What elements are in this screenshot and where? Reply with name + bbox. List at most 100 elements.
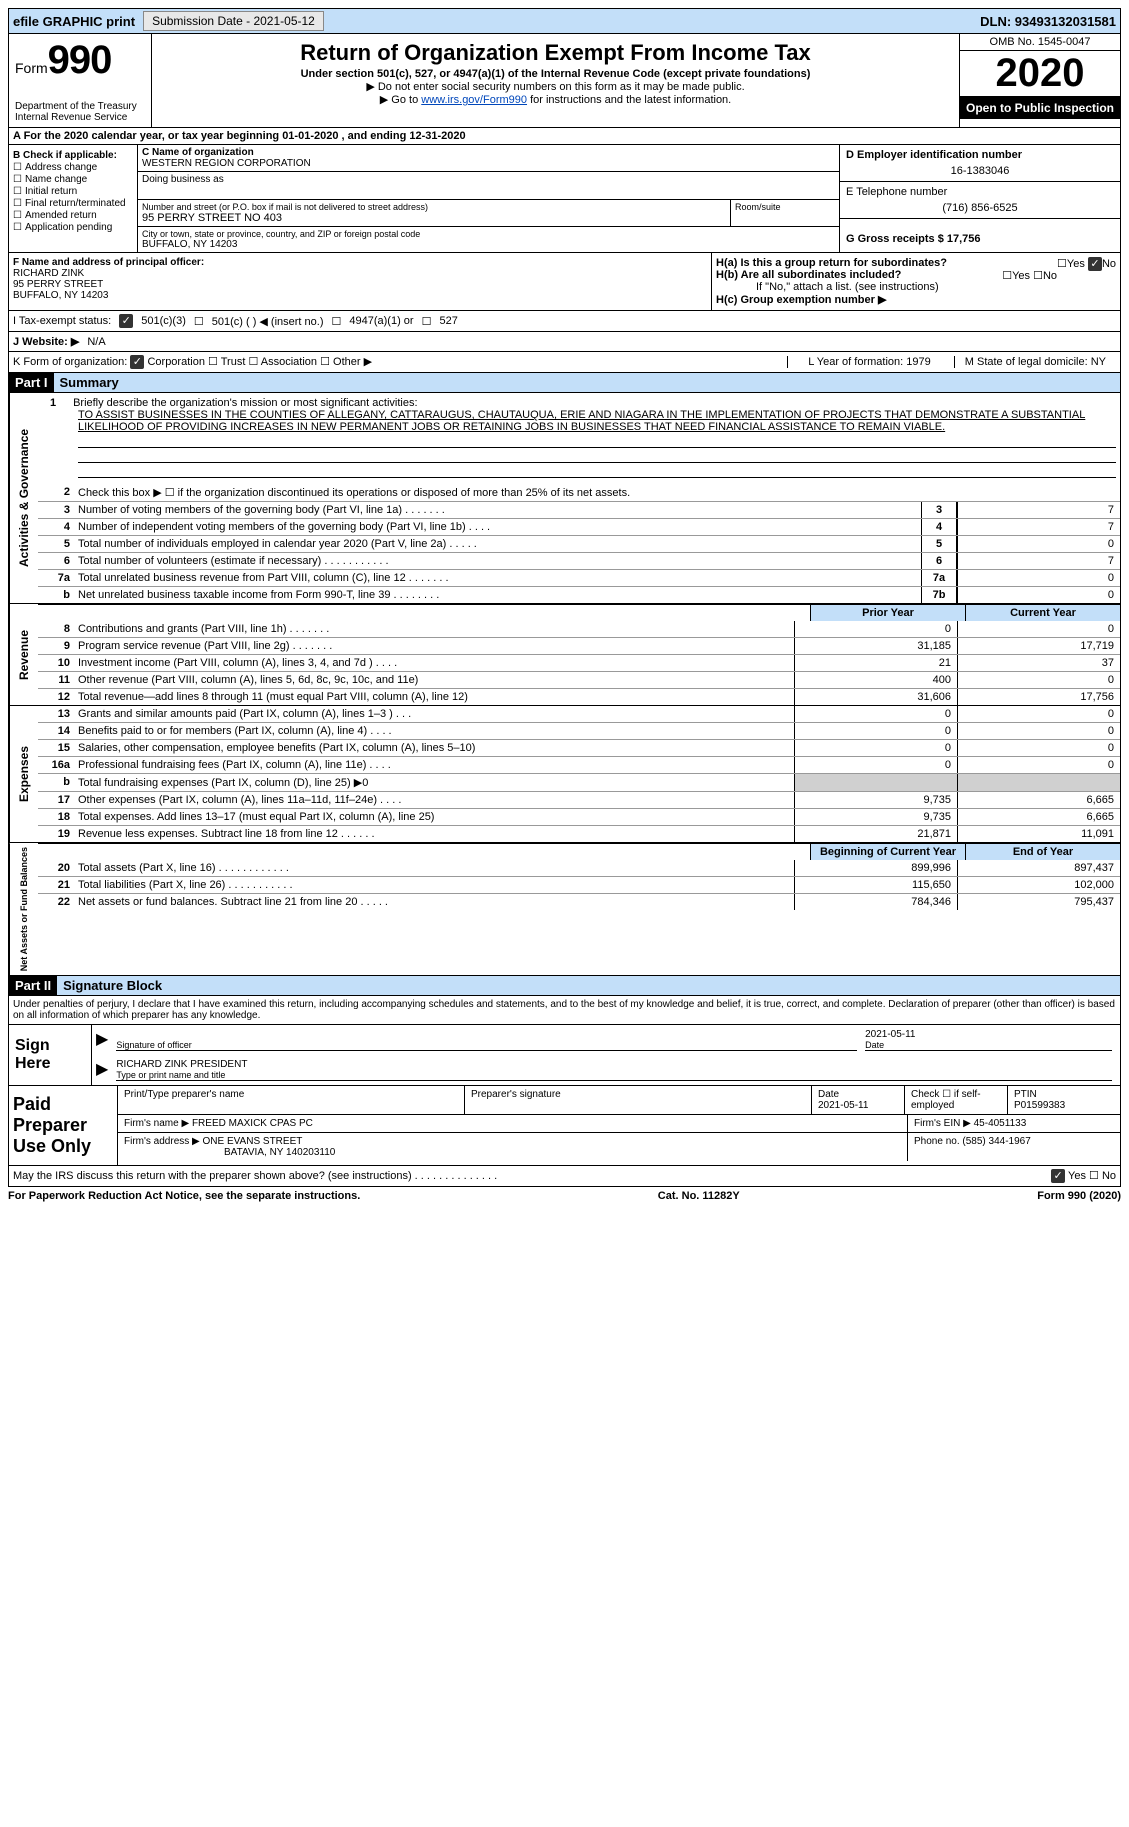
net-py-hdr: Beginning of Current Year	[810, 844, 965, 860]
part1-header: Part I Summary	[8, 373, 1121, 393]
table-row: 15Salaries, other compensation, employee…	[38, 739, 1120, 756]
goto-pre: ▶ Go to	[380, 94, 421, 106]
prep-date-val: 2021-05-11	[818, 1100, 868, 1111]
table-row: bNet unrelated business taxable income f…	[38, 586, 1120, 603]
dln-label: DLN: 93493132031581	[980, 14, 1116, 29]
irs-link[interactable]: www.irs.gov/Form990	[421, 94, 527, 106]
line1-label: Briefly describe the organization's miss…	[73, 397, 417, 409]
ein-value: 16-1383046	[846, 161, 1114, 177]
tax-year: 2020	[960, 51, 1120, 97]
submission-date-button[interactable]: Submission Date - 2021-05-12	[143, 11, 324, 31]
table-row: 5Total number of individuals employed in…	[38, 535, 1120, 552]
ha-no: No	[1102, 258, 1116, 270]
chk-address[interactable]: Address change	[13, 162, 133, 173]
firm-name: FREED MAXICK CPAS PC	[192, 1118, 313, 1129]
k-check: ✓	[130, 355, 144, 369]
prep-h2: Preparer's signature	[465, 1086, 812, 1114]
efile-label: efile GRAPHIC print	[13, 14, 135, 29]
ptin-val: P01599383	[1014, 1100, 1065, 1111]
chk-amended[interactable]: Amended return	[13, 210, 133, 221]
firm-addr1: ONE EVANS STREET	[203, 1136, 303, 1147]
rev-vlabel: Revenue	[9, 604, 38, 705]
discuss-yes: Yes	[1068, 1170, 1086, 1182]
ha-yes: Yes	[1067, 258, 1085, 270]
form-subtitle: Under section 501(c), 527, or 4947(a)(1)…	[158, 68, 953, 80]
rev-cy-hdr: Current Year	[965, 605, 1120, 621]
chk-pending[interactable]: Application pending	[13, 222, 133, 233]
k-label: K Form of organization:	[13, 356, 127, 368]
table-row: 4Number of independent voting members of…	[38, 518, 1120, 535]
prep-phone-label: Phone no.	[914, 1136, 960, 1147]
entity-block: B Check if applicable: Address change Na…	[8, 145, 1121, 253]
table-row: 17Other expenses (Part IX, column (A), l…	[38, 791, 1120, 808]
table-row: 11Other revenue (Part VIII, column (A), …	[38, 671, 1120, 688]
firm-ein-label: Firm's EIN ▶	[914, 1118, 971, 1129]
prep-h1: Print/Type preparer's name	[118, 1086, 465, 1114]
ha-label: H(a) Is this a group return for subordin…	[716, 257, 947, 269]
website-value: N/A	[87, 336, 105, 348]
table-row: 18Total expenses. Add lines 13–17 (must …	[38, 808, 1120, 825]
part2-title: Signature Block	[57, 976, 1120, 995]
officer-street: 95 PERRY STREET	[13, 279, 707, 290]
dept-label: Department of the Treasury Internal Reve…	[15, 101, 145, 123]
net-vlabel: Net Assets or Fund Balances	[9, 843, 38, 975]
exp-vlabel: Expenses	[9, 706, 38, 842]
foot-mid: Cat. No. 11282Y	[658, 1190, 740, 1202]
line1-num: 1	[50, 397, 70, 409]
l-year: L Year of formation: 1979	[787, 356, 951, 368]
form-label: Form	[15, 60, 48, 76]
discuss-row: May the IRS discuss this return with the…	[8, 1166, 1121, 1187]
table-row: 20Total assets (Part X, line 16) . . . .…	[38, 860, 1120, 876]
table-row: 3Number of voting members of the governi…	[38, 501, 1120, 518]
table-row: 21Total liabilities (Part X, line 26) . …	[38, 876, 1120, 893]
omb-number: OMB No. 1545-0047	[960, 34, 1120, 51]
chk-final[interactable]: Final return/terminated	[13, 198, 133, 209]
table-row: 6Total number of volunteers (estimate if…	[38, 552, 1120, 569]
perjury-statement: Under penalties of perjury, I declare th…	[8, 996, 1121, 1025]
discuss-no: No	[1102, 1170, 1116, 1182]
table-row: 9Program service revenue (Part VIII, lin…	[38, 637, 1120, 654]
g-label: G Gross receipts $ 17,756	[846, 223, 1114, 245]
city-label: City or town, state or province, country…	[142, 229, 835, 239]
tax-period: A For the 2020 calendar year, or tax yea…	[8, 128, 1121, 145]
k-assoc: Association	[261, 356, 317, 368]
exp-section: Expenses 13Grants and similar amounts pa…	[8, 706, 1121, 843]
part1-label: Part I	[9, 373, 54, 392]
hb-yes: Yes	[1012, 270, 1030, 282]
table-row: 13Grants and similar amounts paid (Part …	[38, 706, 1120, 722]
sig-name-label: Type or print name and title	[116, 1070, 1112, 1080]
blank-line	[78, 450, 1116, 463]
i-check: ✓	[119, 314, 133, 328]
rev-section: Revenue Prior Year Current Year 8Contrib…	[8, 604, 1121, 706]
k-other: Other ▶	[333, 356, 372, 368]
hc-label: H(c) Group exemption number ▶	[716, 294, 886, 306]
goto-post: for instructions and the latest informat…	[527, 94, 731, 106]
chk-initial[interactable]: Initial return	[13, 186, 133, 197]
f-label: F Name and address of principal officer:	[13, 257, 707, 268]
table-row: 7aTotal unrelated business revenue from …	[38, 569, 1120, 586]
sign-here-block: Sign Here Signature of officer 2021-05-1…	[8, 1025, 1121, 1086]
check-applicable-label: B Check if applicable:	[13, 150, 133, 161]
table-row: bTotal fundraising expenses (Part IX, co…	[38, 773, 1120, 791]
city-value: BUFFALO, NY 14203	[142, 239, 835, 250]
rev-py-hdr: Prior Year	[810, 605, 965, 621]
blank-line	[78, 465, 1116, 478]
firm-addr-label: Firm's address ▶	[124, 1136, 200, 1147]
preparer-label: Paid Preparer Use Only	[9, 1086, 118, 1165]
note-no-ssn: ▶ Do not enter social security numbers o…	[158, 80, 953, 93]
k-trust: Trust	[221, 356, 246, 368]
chk-name[interactable]: Name change	[13, 174, 133, 185]
net-cy-hdr: End of Year	[965, 844, 1120, 860]
officer-city: BUFFALO, NY 14203	[13, 290, 707, 301]
foot-right: Form 990 (2020)	[1037, 1190, 1121, 1202]
table-row: 16aProfessional fundraising fees (Part I…	[38, 756, 1120, 773]
phone-value: (716) 856-6525	[846, 198, 1114, 214]
prep-selfemp: Check ☐ if self-employed	[905, 1086, 1008, 1114]
prep-date-label: Date	[818, 1089, 839, 1100]
website-row: J Website: ▶ N/A	[8, 332, 1121, 352]
sign-here-label: Sign Here	[9, 1025, 92, 1085]
gov-section: Activities & Governance 1 Briefly descri…	[8, 393, 1121, 604]
hb-label: H(b) Are all subordinates included?	[716, 269, 901, 281]
sig-officer-label: Signature of officer	[116, 1040, 857, 1050]
officer-group-block: F Name and address of principal officer:…	[8, 253, 1121, 311]
